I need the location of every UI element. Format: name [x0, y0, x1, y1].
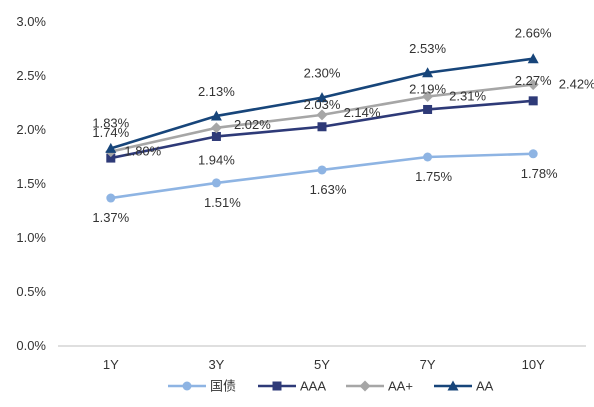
legend-item[interactable]: 国债: [168, 379, 236, 394]
data-point: [211, 178, 221, 188]
y-tick-label: 2.0%: [16, 122, 46, 137]
data-point: [528, 96, 538, 106]
axes-layer: 0.0% 0.5% 1.0% 1.5% 2.0% 2.5% 3.0% 1Y 3Y 5Y 7Y 10Y: [16, 14, 586, 372]
data-label: 2.14%: [344, 105, 381, 120]
data-label: 2.53%: [409, 41, 446, 56]
data-point: [316, 92, 328, 103]
data-label: 1.74%: [92, 125, 129, 140]
data-label: 2.42%: [559, 77, 594, 92]
data-point: [422, 91, 434, 103]
series-circle: [106, 149, 538, 203]
x-tick-label: 3Y: [208, 357, 224, 372]
data-label: 2.66%: [515, 26, 552, 41]
data-label: 2.02%: [234, 117, 271, 132]
data-point: [317, 122, 327, 132]
data-label: 2.27%: [515, 73, 552, 88]
legend-label: AA+: [388, 379, 413, 394]
data-label: 1.63%: [310, 182, 347, 197]
data-point: [105, 142, 117, 153]
series-square: [106, 96, 538, 163]
legend-marker: [272, 381, 282, 391]
data-point: [422, 67, 434, 78]
y-tick-label: 1.5%: [16, 176, 46, 191]
data-label: 1.80%: [124, 144, 161, 159]
data-label: 1.78%: [521, 166, 558, 181]
y-tick-label: 1.0%: [16, 230, 46, 245]
legend-marker: [182, 381, 192, 391]
data-label: 2.30%: [304, 66, 341, 81]
data-label: 1.75%: [415, 169, 452, 184]
data-label: 1.37%: [92, 210, 129, 225]
data-point: [106, 153, 116, 163]
data-point: [527, 79, 539, 91]
data-point: [210, 110, 222, 121]
legend-item[interactable]: AAA: [258, 379, 326, 394]
data-label: 2.31%: [449, 89, 486, 104]
legend-marker: [447, 380, 459, 391]
data-point: [527, 53, 539, 64]
data-point: [210, 122, 222, 134]
legend[interactable]: 国债 AAA AA+ AA: [168, 379, 494, 394]
y-tick-label: 2.5%: [16, 68, 46, 83]
series-triangle: [105, 53, 539, 153]
data-labels-layer: 1.37% 1.51% 1.63% 1.75% 1.78% 1.74% 1.94% 2.03%…: [92, 26, 594, 225]
data-point: [423, 104, 433, 114]
data-label: 1.51%: [204, 195, 241, 210]
legend-item[interactable]: AA+: [346, 379, 413, 394]
data-point: [317, 165, 327, 175]
data-point: [316, 109, 328, 121]
legend-item[interactable]: AA: [434, 379, 494, 394]
series-diamond: [105, 79, 539, 158]
legend-marker: [359, 380, 371, 392]
data-point: [528, 149, 538, 159]
x-tick-label: 7Y: [420, 357, 436, 372]
data-label: 2.13%: [198, 84, 235, 99]
y-tick-label: 3.0%: [16, 14, 46, 29]
legend-label: AAA: [300, 379, 326, 394]
data-point: [423, 152, 433, 162]
y-tick-label: 0.5%: [16, 284, 46, 299]
x-tick-label: 1Y: [103, 357, 119, 372]
data-label: 2.03%: [304, 97, 341, 112]
data-point: [106, 193, 116, 203]
x-tick-label: 10Y: [522, 357, 545, 372]
legend-label: 国债: [210, 379, 236, 394]
x-tick-label: 5Y: [314, 357, 330, 372]
data-point: [211, 131, 221, 141]
data-label: 2.19%: [409, 81, 446, 96]
data-label: 1.83%: [92, 115, 129, 130]
y-tick-label: 0.0%: [16, 338, 46, 353]
legend-label: AA: [476, 379, 494, 394]
data-label: 1.94%: [198, 152, 235, 167]
series-layer: [105, 53, 539, 203]
